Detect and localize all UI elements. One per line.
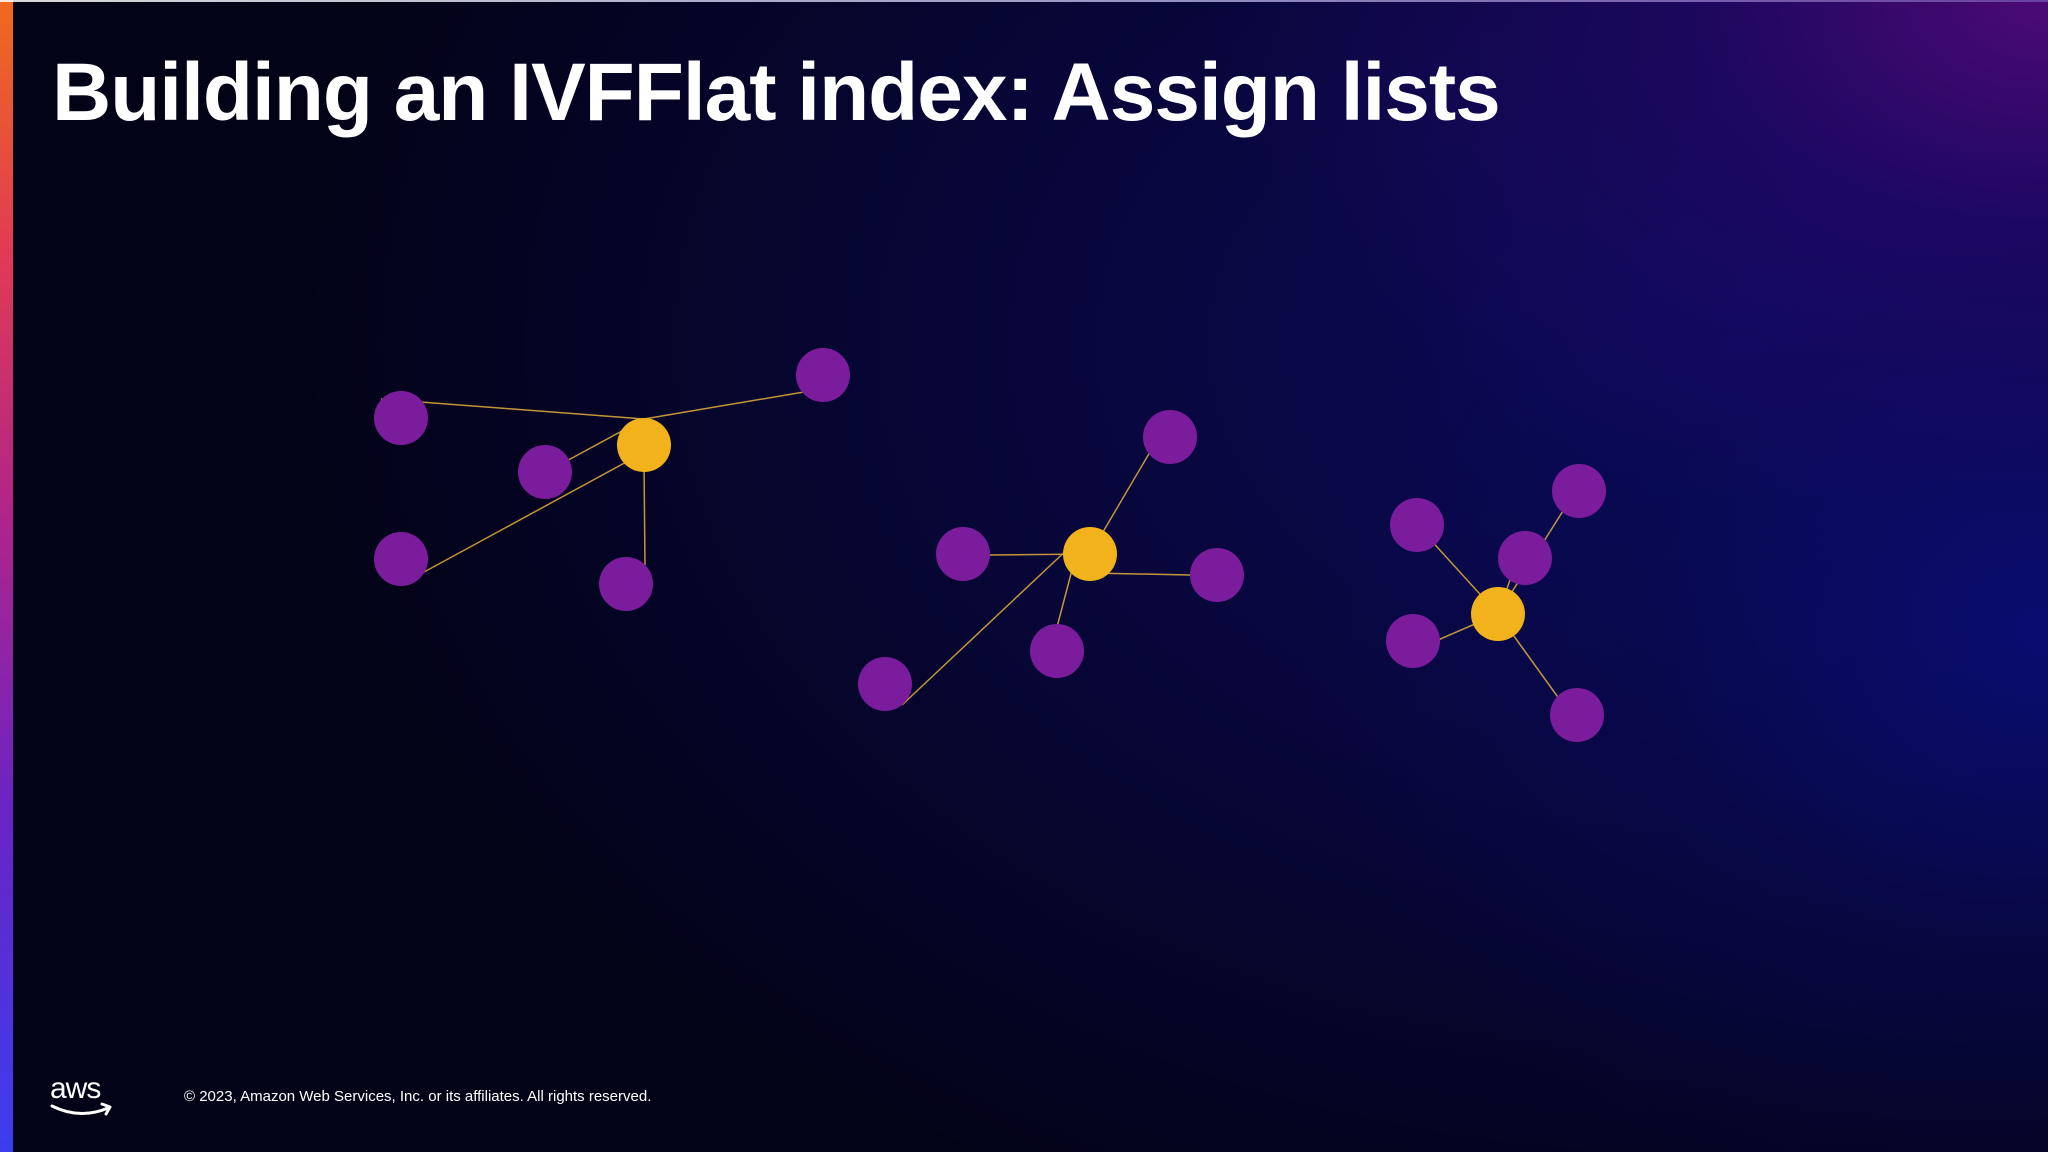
aws-smile-icon <box>50 1102 112 1116</box>
data-point <box>1386 614 1440 668</box>
link <box>643 462 646 566</box>
cluster-1 <box>374 348 850 611</box>
link <box>901 544 1073 706</box>
aws-logo: aws <box>50 1074 116 1122</box>
data-point <box>1498 531 1552 585</box>
data-point <box>1550 688 1604 742</box>
link <box>1056 569 1073 628</box>
data-point <box>796 348 850 402</box>
cluster-3 <box>1386 464 1606 742</box>
centroid <box>617 418 671 472</box>
link <box>643 391 805 420</box>
cluster-1-links <box>380 391 805 585</box>
top-rule <box>0 0 2048 2</box>
link <box>380 398 645 420</box>
data-point <box>518 445 572 499</box>
accent-bar <box>0 0 13 1152</box>
data-point <box>1552 464 1606 518</box>
copyright-notice: © 2023, Amazon Web Services, Inc. or its… <box>184 1088 652 1105</box>
centroid <box>1063 527 1117 581</box>
data-point <box>374 532 428 586</box>
centroid <box>1471 587 1525 641</box>
aws-logo-text: aws <box>50 1072 101 1105</box>
data-point <box>936 527 990 581</box>
link <box>401 459 631 585</box>
data-point <box>1143 410 1197 464</box>
data-point <box>599 557 653 611</box>
data-point <box>374 391 428 445</box>
data-point <box>1390 498 1444 552</box>
data-point <box>1030 624 1084 678</box>
cluster-2 <box>858 410 1244 711</box>
data-point <box>1190 548 1244 602</box>
data-point <box>858 657 912 711</box>
slide-title: Building an IVFFlat index: Assign lists <box>52 47 1501 138</box>
